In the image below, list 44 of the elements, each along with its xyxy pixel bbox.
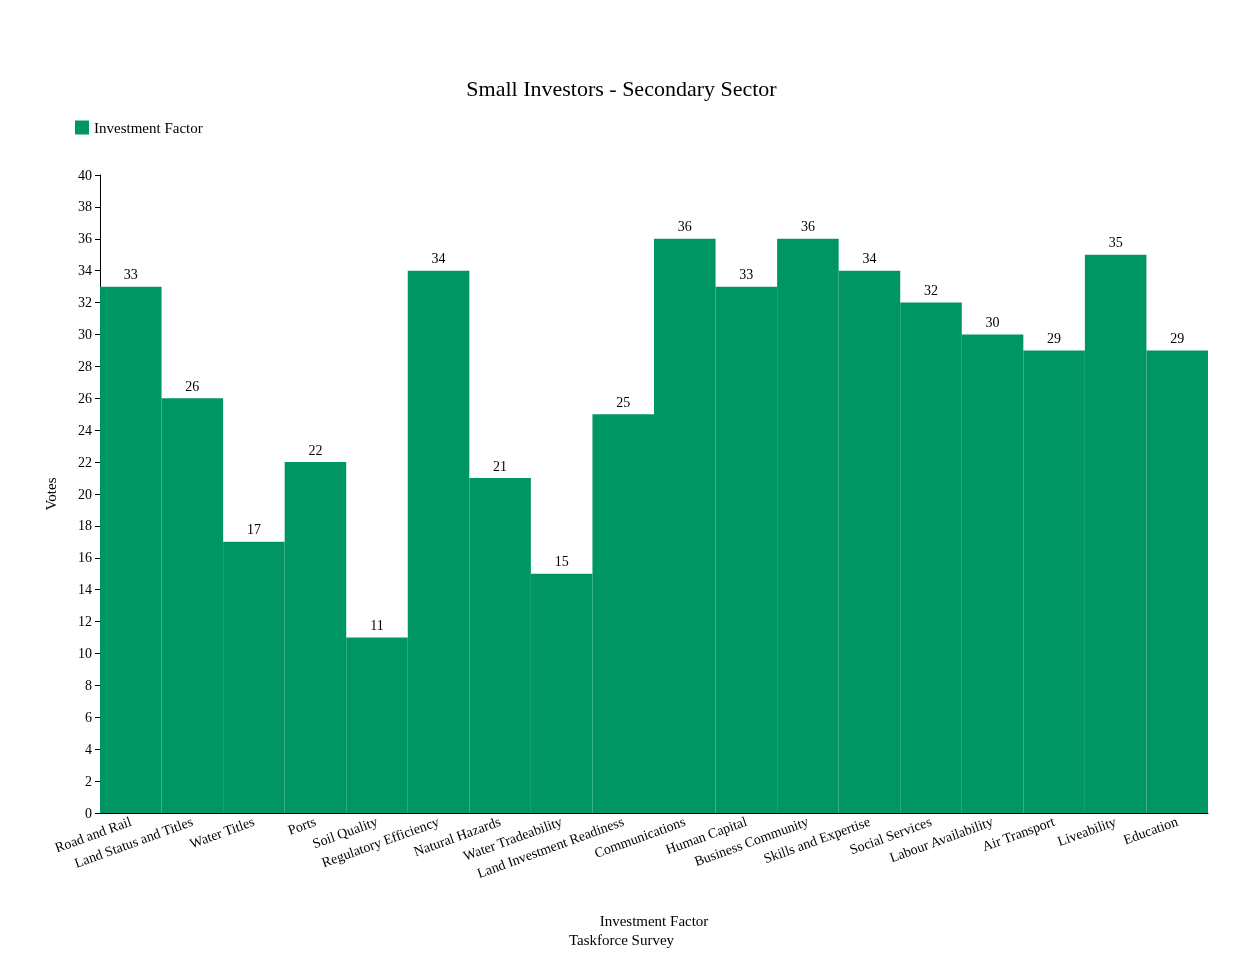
- y-tick-label: 32: [78, 295, 92, 311]
- data-label: 21: [493, 458, 508, 474]
- data-label: 22: [308, 442, 323, 458]
- y-tick-label: 12: [78, 614, 92, 630]
- y-tick-label: 4: [85, 741, 92, 757]
- y-tick-label: 28: [78, 358, 92, 374]
- data-label: 34: [862, 251, 877, 267]
- text: Taskforce Survey: [568, 931, 675, 948]
- data-label: 32: [924, 283, 938, 299]
- y-tick-label: 6: [85, 709, 92, 725]
- data-label: 26: [185, 378, 200, 394]
- data-label: 35: [1108, 235, 1123, 251]
- data-label: 15: [554, 554, 569, 570]
- y-tick-label: 22: [78, 454, 92, 470]
- chart-title: Small Investors - Secondary Sector: [466, 75, 778, 101]
- y-tick-label: 38: [78, 199, 92, 215]
- data-label: 29: [1170, 330, 1185, 346]
- data-label: 36: [800, 219, 815, 235]
- y-tick-label: 14: [78, 582, 92, 598]
- x-axis-title: Investment Factor: [599, 912, 709, 929]
- y-tick-label: 16: [78, 550, 92, 566]
- y-tick-label: 26: [78, 390, 92, 406]
- data-label: 29: [1047, 330, 1062, 346]
- y-tick-label: 40: [78, 167, 92, 183]
- y-tick-label: 20: [78, 486, 92, 502]
- y-tick-label: 34: [78, 263, 92, 279]
- data-label: 36: [677, 219, 692, 235]
- y-axis-title: Votes: [42, 477, 59, 511]
- y-tick-label: 24: [78, 422, 92, 438]
- y-tick-label: 0: [85, 805, 92, 821]
- data-label: 34: [431, 251, 446, 267]
- y-tick-label: 36: [78, 231, 92, 247]
- legend-label: Investment Factor: [94, 119, 203, 136]
- y-tick-label: 18: [78, 518, 92, 534]
- data-label: 33: [739, 267, 754, 283]
- data-label: 33: [123, 267, 138, 283]
- data-label: 30: [985, 315, 1000, 330]
- y-tick-label: 8: [85, 677, 92, 693]
- data-label: 17: [246, 522, 261, 538]
- data-label: 25: [616, 394, 631, 410]
- data-label: 11: [370, 618, 384, 634]
- y-tick-label: 2: [85, 773, 92, 789]
- y-tick-label: 30: [78, 327, 92, 342]
- y-tick-label: 10: [78, 646, 92, 661]
